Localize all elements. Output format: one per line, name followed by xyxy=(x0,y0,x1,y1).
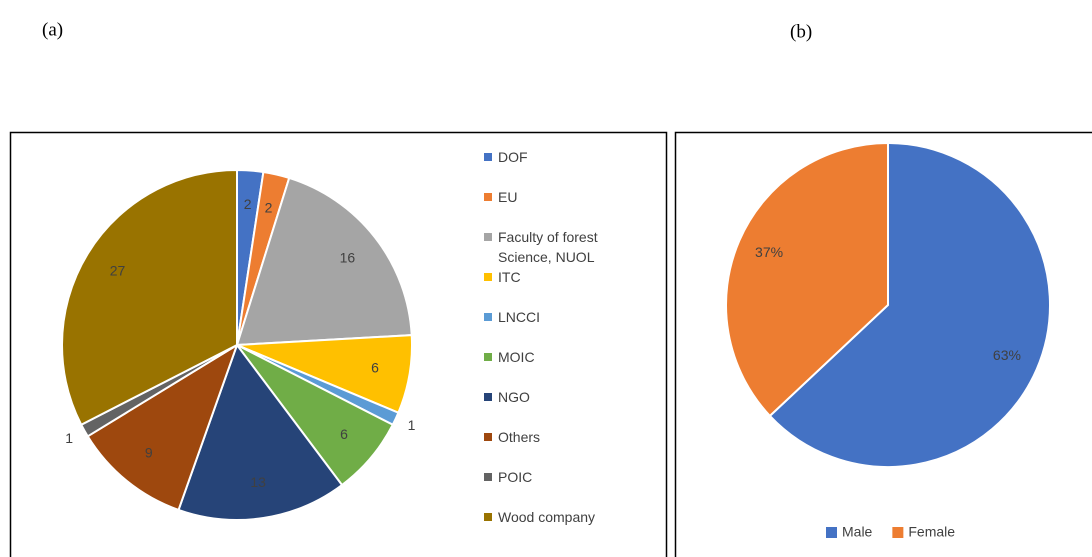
legend-label: POIC xyxy=(498,469,533,485)
legend-entry: ITC xyxy=(498,269,521,285)
data-label: 16 xyxy=(340,250,356,266)
data-label: 37% xyxy=(755,244,783,260)
data-label: 2 xyxy=(244,196,252,212)
legend-swatch xyxy=(892,527,904,538)
data-label: 9 xyxy=(145,444,153,460)
legend-swatch xyxy=(484,193,492,201)
legend-label: NGO xyxy=(498,389,530,405)
panel-label: (a) xyxy=(42,19,63,40)
legend-swatch xyxy=(826,527,837,538)
legend-swatch xyxy=(484,513,492,521)
legend-label: Faculty of forest Science, NUOL xyxy=(498,229,598,265)
legend-label: LNCCI xyxy=(498,309,541,325)
legend-entry: MOIC xyxy=(498,349,535,365)
legend-entry: EU xyxy=(498,189,518,205)
legend-swatch xyxy=(484,313,492,321)
pie-slice xyxy=(177,342,344,521)
legend-swatch xyxy=(484,393,492,401)
legend-label: MOIC xyxy=(498,349,535,365)
legend-entry: Faculty of forest Science, NUOL xyxy=(498,229,598,265)
legend-swatch xyxy=(484,473,492,481)
data-label: 6 xyxy=(371,359,379,375)
legend-swatch xyxy=(484,433,492,441)
data-label: 13 xyxy=(250,474,266,490)
pie-slice xyxy=(86,342,239,512)
pie-slice xyxy=(235,176,413,347)
data-label: 63% xyxy=(993,347,1021,363)
legend-label: Female xyxy=(908,524,955,540)
legend-entry: NGO xyxy=(498,389,530,405)
legend-swatch xyxy=(484,353,492,361)
data-label: 2 xyxy=(265,199,273,215)
legend-swatch xyxy=(484,153,492,161)
pie-slice xyxy=(768,141,1051,468)
legend-label: Male xyxy=(842,524,873,540)
legend-label: DOF xyxy=(498,149,528,165)
data-label: 27 xyxy=(110,263,126,279)
panel-frame xyxy=(674,131,1092,557)
legend-label: ITC xyxy=(498,269,521,285)
legend-entry: POIC xyxy=(498,469,533,485)
panel-frame xyxy=(9,131,668,557)
legend-label: Wood company xyxy=(498,509,596,525)
data-label: 1 xyxy=(408,417,416,433)
data-label: 6 xyxy=(340,426,348,442)
pie-slice xyxy=(61,168,238,427)
legend-entry: Others xyxy=(498,429,541,445)
legend-swatch xyxy=(484,233,492,241)
legend-entry: DOF xyxy=(498,149,528,165)
legend-entry: Wood company xyxy=(498,509,596,525)
legend-entry: LNCCI xyxy=(498,309,541,325)
legend-swatch xyxy=(484,273,492,281)
panel-label: (b) xyxy=(790,21,812,42)
data-label: 1 xyxy=(65,430,73,446)
pie-slice xyxy=(725,141,889,418)
legend-label: EU xyxy=(498,189,518,205)
legend-label: Others xyxy=(498,429,541,445)
